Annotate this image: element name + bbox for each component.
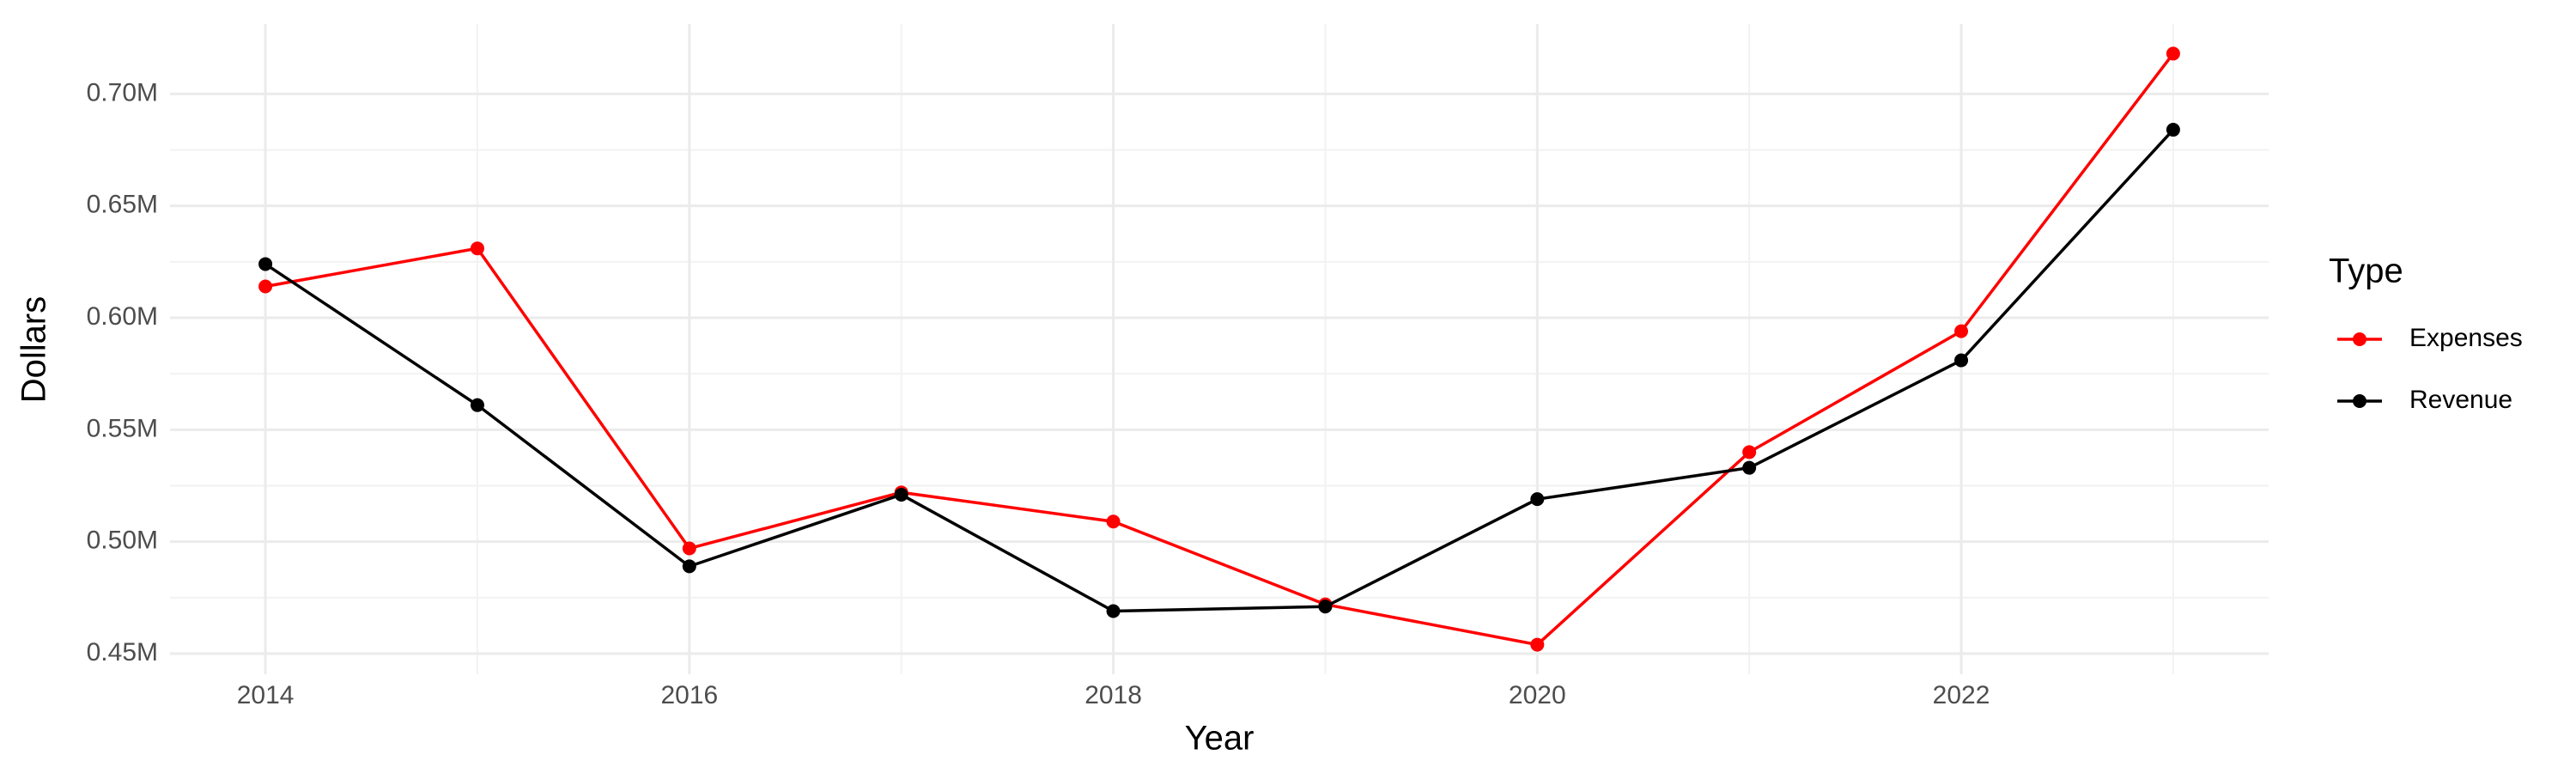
y-tick-label: 0.55M [87, 414, 158, 442]
data-point [1742, 460, 1757, 475]
data-point [1530, 637, 1545, 652]
data-point [1954, 353, 1969, 368]
data-point [682, 541, 696, 556]
data-point [1318, 600, 1333, 614]
y-axis-title: Dollars [15, 296, 53, 403]
x-tick-label: 2022 [1933, 681, 1990, 709]
legend-marker [2353, 332, 2366, 346]
data-point [894, 487, 908, 502]
x-tick-label: 2014 [237, 681, 295, 709]
data-point [1954, 324, 1969, 338]
data-point [682, 559, 696, 574]
data-point [1106, 604, 1121, 618]
data-point [2166, 46, 2180, 61]
y-tick-label: 0.45M [87, 638, 158, 666]
data-point [1742, 445, 1757, 460]
legend-label: Expenses [2409, 324, 2523, 352]
x-tick-label: 2018 [1084, 681, 1142, 709]
data-point [258, 257, 273, 271]
data-point [2166, 123, 2180, 137]
x-axis-title: Year [1185, 720, 1255, 758]
x-tick-label: 2020 [1509, 681, 1566, 709]
data-point [258, 279, 273, 294]
data-point [1530, 492, 1545, 507]
legend-title: Type [2329, 253, 2403, 290]
legend-label: Revenue [2409, 386, 2512, 414]
y-tick-label: 0.60M [87, 302, 158, 331]
y-tick-label: 0.50M [87, 526, 158, 555]
y-tick-label: 0.70M [87, 78, 158, 107]
data-point [1106, 514, 1121, 529]
series-line [264, 128, 2175, 613]
series-line [264, 52, 2175, 647]
data-point [470, 398, 484, 412]
y-tick-label: 0.65M [87, 191, 158, 219]
legend-marker [2353, 394, 2366, 408]
data-point [470, 241, 484, 256]
x-tick-label: 2016 [660, 681, 718, 709]
